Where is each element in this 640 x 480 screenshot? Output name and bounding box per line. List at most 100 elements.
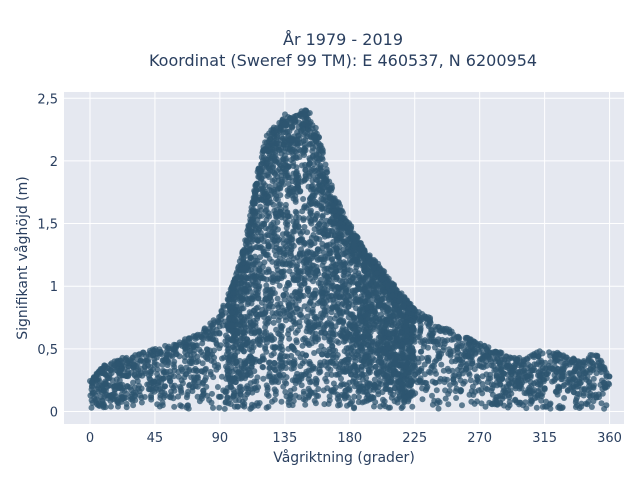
- scatter-point: [426, 321, 433, 328]
- scatter-point: [209, 390, 215, 397]
- scatter-point: [274, 196, 281, 203]
- scatter-point: [265, 359, 272, 366]
- scatter-point: [265, 174, 272, 180]
- scatter-point: [295, 124, 302, 131]
- scatter-point: [341, 285, 348, 292]
- scatter-point: [258, 175, 265, 182]
- chart-title-line1: År 1979 - 2019: [283, 30, 403, 49]
- scatter-point: [309, 140, 316, 147]
- scatter-point: [285, 300, 292, 307]
- scatter-point: [444, 337, 451, 344]
- scatter-point: [250, 344, 257, 351]
- scatter-point: [531, 361, 538, 368]
- scatter-point: [525, 361, 532, 368]
- scatter-point: [530, 352, 537, 359]
- scatter-point: [320, 178, 327, 185]
- scatter-point: [363, 337, 370, 344]
- scatter-point: [175, 393, 182, 400]
- scatter-point: [370, 394, 377, 401]
- scatter-point: [333, 360, 340, 367]
- scatter-point: [455, 334, 462, 341]
- scatter-point: [557, 358, 564, 365]
- scatter-point: [325, 400, 332, 407]
- scatter-point: [447, 348, 454, 355]
- scatter-point: [321, 250, 328, 256]
- scatter-point: [295, 276, 302, 283]
- scatter-point: [201, 325, 208, 332]
- scatter-point: [279, 261, 286, 268]
- scatter-point: [200, 387, 207, 394]
- scatter-point: [591, 382, 597, 389]
- scatter-point: [304, 253, 311, 260]
- scatter-point: [251, 378, 258, 385]
- scatter-point: [344, 292, 351, 299]
- scatter-point: [199, 368, 206, 375]
- scatter-point: [171, 403, 178, 410]
- scatter-point: [366, 344, 373, 351]
- scatter-point: [576, 405, 583, 411]
- scatter-point: [278, 214, 285, 221]
- scatter-point: [184, 402, 191, 409]
- scatter-point: [316, 172, 323, 179]
- scatter-point: [137, 370, 144, 377]
- scatter-point: [320, 258, 327, 265]
- scatter-point: [304, 269, 311, 276]
- scatter-point: [302, 166, 309, 173]
- scatter-point: [352, 268, 359, 275]
- scatter-point: [242, 395, 248, 402]
- scatter-point: [511, 354, 518, 361]
- scatter-point: [296, 311, 303, 318]
- scatter-point: [600, 379, 607, 386]
- scatter-point: [265, 403, 272, 410]
- scatter-point: [241, 403, 248, 410]
- scatter-point: [483, 362, 490, 369]
- scatter-point: [292, 295, 299, 302]
- scatter-point: [401, 333, 408, 340]
- scatter-point: [116, 369, 123, 376]
- scatter-point: [187, 347, 194, 354]
- scatter-point: [240, 328, 247, 335]
- scatter-point: [406, 373, 413, 380]
- scatter-point: [318, 204, 325, 211]
- scatter-point: [161, 390, 168, 397]
- scatter-point: [223, 375, 230, 382]
- scatter-point: [419, 311, 426, 317]
- scatter-point: [209, 351, 216, 358]
- scatter-point: [278, 134, 285, 140]
- scatter-point: [167, 378, 173, 385]
- scatter-point: [111, 383, 118, 390]
- scatter-point: [147, 352, 154, 359]
- scatter-point: [287, 247, 294, 254]
- scatter-point: [244, 296, 251, 303]
- scatter-point: [112, 393, 119, 399]
- scatter-point: [435, 405, 442, 412]
- scatter-point: [217, 393, 224, 400]
- scatter-point: [561, 381, 568, 388]
- scatter-point: [433, 387, 440, 394]
- scatter-point: [220, 302, 227, 309]
- scatter-point: [256, 186, 263, 193]
- scatter-point: [135, 385, 142, 392]
- scatter-point: [187, 352, 194, 359]
- scatter-point: [182, 344, 189, 351]
- scatter-point: [254, 244, 261, 251]
- scatter-point: [341, 274, 348, 280]
- scatter-point: [351, 272, 358, 279]
- scatter-point: [347, 273, 353, 280]
- scatter-point: [146, 375, 153, 382]
- scatter-point: [339, 251, 346, 258]
- scatter-point: [302, 401, 309, 408]
- scatter-point: [342, 366, 348, 372]
- scatter-point: [311, 397, 318, 404]
- scatter-point: [379, 306, 386, 313]
- scatter-point: [178, 377, 185, 384]
- scatter-point: [320, 298, 326, 305]
- scatter-point: [258, 332, 265, 339]
- scatter-point: [315, 229, 322, 236]
- scatter-point: [414, 311, 421, 318]
- scatter-point: [275, 369, 282, 376]
- scatter-point: [285, 149, 292, 156]
- scatter-point: [293, 219, 300, 226]
- scatter-point: [295, 176, 302, 183]
